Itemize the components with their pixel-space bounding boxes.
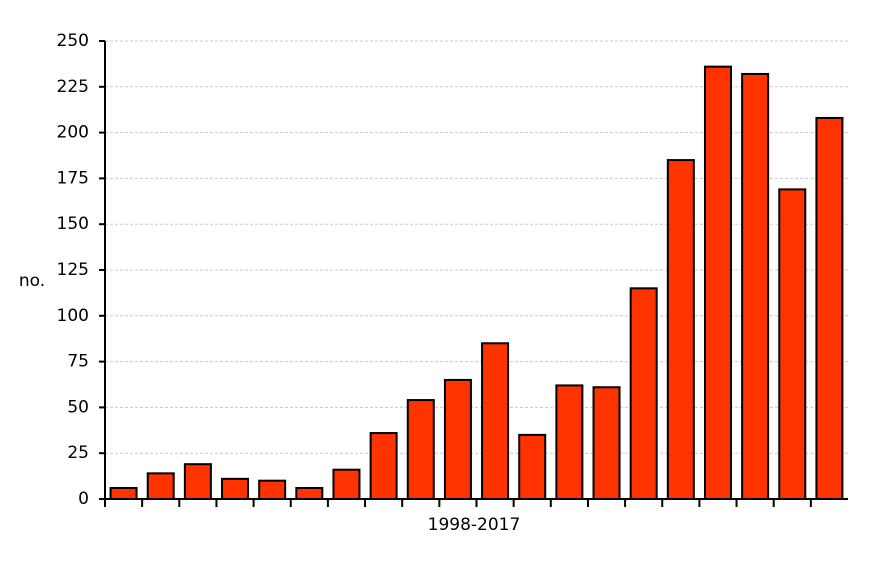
bar (555, 384, 584, 500)
x-axis-label: 1998-2017 (428, 515, 521, 535)
y-axis-label: no. (19, 271, 45, 291)
bar (741, 72, 770, 500)
bar (481, 342, 510, 500)
y-tick-label: 75 (67, 352, 89, 372)
y-tick-label: 0 (78, 489, 89, 509)
bar (815, 116, 844, 500)
bar (369, 432, 398, 501)
bar (183, 463, 212, 500)
bar (703, 65, 732, 500)
bar (666, 159, 695, 501)
bar (295, 487, 324, 500)
bar (592, 386, 621, 500)
y-tick-label: 225 (57, 77, 89, 97)
bar (518, 433, 547, 501)
y-tick-label: 50 (67, 397, 89, 417)
bar (332, 468, 361, 500)
y-tick-label: 25 (67, 443, 89, 463)
bar (109, 487, 138, 500)
y-tick-label: 150 (57, 214, 89, 234)
y-tick-label: 200 (57, 123, 89, 143)
y-tick-label: 175 (57, 168, 89, 188)
y-tick-label: 125 (57, 260, 89, 280)
bar (629, 287, 658, 500)
bar (258, 479, 287, 500)
bar (778, 188, 807, 500)
bar (221, 477, 250, 500)
bar (146, 472, 175, 500)
y-tick-label: 250 (57, 31, 89, 51)
bar (406, 399, 435, 500)
bar (443, 378, 472, 501)
y-tick-label: 100 (57, 306, 89, 326)
